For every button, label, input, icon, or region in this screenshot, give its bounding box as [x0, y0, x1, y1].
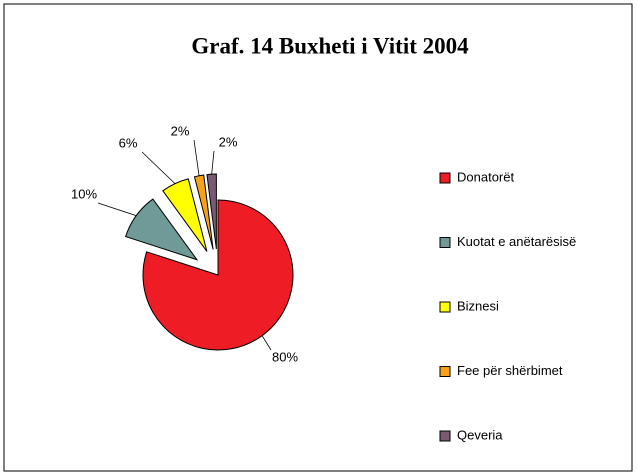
legend-label: Qeveria	[457, 427, 503, 442]
legend-label: Fee për shërbimet	[457, 363, 563, 378]
legend-swatch	[439, 301, 451, 313]
data-label: 10%	[71, 186, 97, 201]
leader-line	[211, 150, 215, 175]
legend-swatch	[439, 366, 451, 377]
leader-line	[97, 202, 137, 217]
pie-slice	[193, 174, 214, 250]
pie-slice	[162, 178, 208, 252]
data-label: 80%	[272, 349, 298, 364]
pie-slice	[125, 198, 199, 261]
pie-slice	[206, 173, 217, 250]
legend-label: Kuotat e anëtarësisë	[457, 234, 576, 249]
legend-swatch	[439, 237, 451, 248]
leader-line	[141, 151, 176, 184]
data-label: 6%	[119, 135, 138, 150]
legend-swatch	[439, 430, 451, 442]
leader-line	[261, 335, 272, 351]
chart-frame	[3, 3, 633, 472]
data-label: 2%	[219, 134, 238, 149]
legend-label: Biznesi	[457, 298, 499, 313]
chart-title: Graf. 14 Buxheti i Vitit 2004	[191, 33, 469, 58]
legend-label: Donatorët	[457, 169, 514, 184]
leader-line	[193, 139, 200, 176]
pie-slice	[142, 199, 294, 351]
data-label: 2%	[171, 123, 190, 138]
legend-swatch	[439, 172, 451, 184]
